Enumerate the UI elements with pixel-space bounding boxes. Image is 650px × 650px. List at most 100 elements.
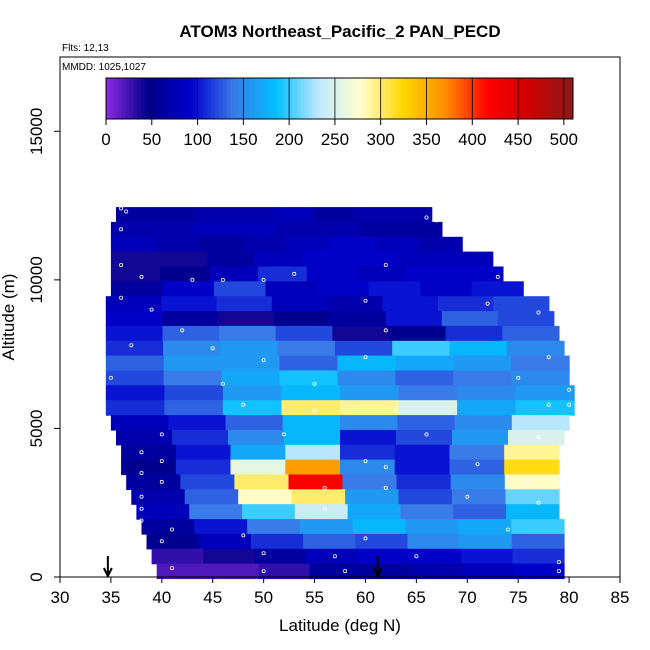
heatmap-cell xyxy=(222,385,282,401)
colorbar-swatch xyxy=(179,78,185,119)
colorbar-swatch xyxy=(557,78,562,119)
heatmap-cell xyxy=(193,221,236,238)
colorbar-swatch xyxy=(316,78,321,119)
heatmap-cell xyxy=(156,563,209,580)
colorbar-swatch xyxy=(187,78,193,119)
colorbar-swatch xyxy=(312,78,317,119)
colorbar-swatch xyxy=(261,78,267,119)
sample-marker xyxy=(516,375,521,380)
sample-marker xyxy=(363,355,368,360)
heatmap-cell xyxy=(337,355,396,372)
heatmap-cell xyxy=(355,533,409,550)
colorbar-swatch xyxy=(460,78,465,119)
sample-marker xyxy=(139,518,144,523)
heatmap-cell xyxy=(457,385,517,401)
heatmap-cell xyxy=(330,236,375,253)
sample-marker xyxy=(312,408,317,413)
colorbar-swatch xyxy=(106,78,111,119)
sample-marker xyxy=(119,295,124,300)
colorbar-swatch xyxy=(510,78,516,119)
heatmap-cell xyxy=(445,251,494,268)
heatmap-cell xyxy=(158,251,207,268)
heatmap-cell xyxy=(189,504,243,520)
x-tick-label: 50 xyxy=(254,588,273,607)
sample-marker xyxy=(475,462,480,467)
heatmap-cell xyxy=(184,489,239,505)
sample-marker xyxy=(220,381,225,386)
heatmap-cell xyxy=(397,251,446,268)
sample-marker xyxy=(567,402,572,407)
heatmap-cell xyxy=(340,429,397,446)
heatmap-cell xyxy=(279,370,338,386)
colorbar-swatch xyxy=(553,78,558,119)
x-tick-label: 45 xyxy=(203,588,222,607)
heatmap-cell xyxy=(105,296,162,312)
heatmap-cell xyxy=(221,355,281,372)
colorbar-swatch xyxy=(335,78,340,119)
heatmap-cell xyxy=(493,296,550,312)
colorbar-tick-label: 200 xyxy=(275,130,303,149)
colorbar-swatch xyxy=(288,78,294,119)
heatmap-cell xyxy=(220,340,279,357)
heatmap-cell xyxy=(222,400,282,416)
heatmap-cell xyxy=(317,281,370,297)
sample-marker xyxy=(261,277,266,282)
heatmap-cell xyxy=(334,340,393,357)
colorbar-swatch xyxy=(203,78,208,119)
heatmap-cell xyxy=(168,415,227,431)
colorbar-swatch xyxy=(471,78,477,119)
x-tick-label: 40 xyxy=(152,588,171,607)
colorbar-swatch xyxy=(176,78,181,119)
heatmap-cell xyxy=(275,325,333,342)
heatmap-cell xyxy=(398,489,453,505)
heatmap-cell xyxy=(271,296,328,312)
heatmap-cell xyxy=(457,400,517,416)
heatmap-cell xyxy=(306,548,359,565)
colorbar-swatch xyxy=(565,78,570,119)
sample-marker xyxy=(485,301,490,306)
heatmap-cell xyxy=(230,459,286,476)
heatmap-cell xyxy=(116,429,173,446)
colorbar-swatch xyxy=(417,78,422,119)
colorbar-swatch xyxy=(277,78,282,119)
colorbar-tick-label: 150 xyxy=(229,130,257,149)
sample-marker xyxy=(536,500,541,505)
colorbar-tick-label: 0 xyxy=(101,130,110,149)
y-tick-label: 15000 xyxy=(27,108,46,155)
heatmap-cell xyxy=(162,325,220,342)
heatmap-cell xyxy=(105,400,165,416)
colorbar-swatch xyxy=(191,78,197,119)
colorbar-swatch xyxy=(160,78,165,119)
sample-marker xyxy=(210,346,215,351)
heatmap-cell xyxy=(396,429,453,446)
heatmap-cell xyxy=(299,519,354,535)
colorbar-swatch xyxy=(366,78,372,119)
heatmap-cell xyxy=(506,340,565,357)
colorbar-swatch xyxy=(374,78,379,119)
heatmap-cell xyxy=(234,474,290,490)
colorbar-swatch xyxy=(230,78,235,119)
heatmap-cell xyxy=(146,533,200,550)
heatmap-cell xyxy=(392,207,433,223)
heatmap-cell xyxy=(273,311,331,327)
colorbar-swatch xyxy=(304,78,309,119)
sample-marker xyxy=(567,387,572,392)
colorbar-swatch xyxy=(292,78,298,119)
heatmap-cell xyxy=(303,533,356,550)
colorbar-tick-label: 250 xyxy=(321,130,349,149)
heatmap-cell xyxy=(282,415,341,431)
colorbar-swatch xyxy=(249,78,255,119)
heatmap-cell xyxy=(284,429,341,446)
colorbar-swatch xyxy=(156,78,161,119)
heatmap-cell xyxy=(163,370,223,386)
heatmap-cell xyxy=(242,504,296,520)
sample-marker xyxy=(108,375,113,380)
heatmap-cell xyxy=(392,340,451,357)
heatmap-cell xyxy=(161,296,218,312)
colorbar-swatch xyxy=(436,78,442,119)
flights-annotation: Flts: 12,13 xyxy=(62,43,109,54)
colorbar-swatch xyxy=(386,78,391,119)
colorbar-swatch xyxy=(358,78,364,119)
colorbar-swatch xyxy=(514,78,520,119)
heatmap-cell xyxy=(242,236,288,253)
